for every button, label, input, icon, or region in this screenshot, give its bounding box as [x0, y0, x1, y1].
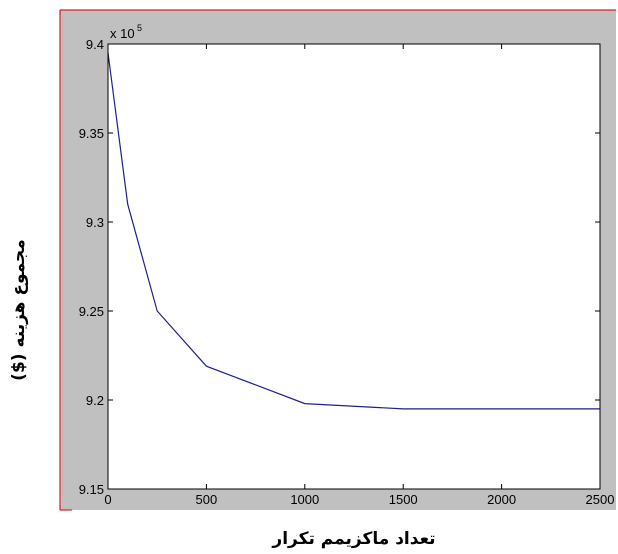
x-tick-label: 1000 [290, 492, 319, 507]
y-multiplier: x 10 [110, 26, 135, 41]
y-tick-label: 9.15 [79, 482, 104, 497]
x-tick-label: 2000 [487, 492, 516, 507]
y-axis-title: مجموع هزینه ($) [9, 239, 29, 381]
x-axis-ticks: 0 500 1000 1500 2000 2500 [104, 44, 614, 507]
y-axis-ticks: 9.15 9.2 9.25 9.3 9.35 9.4 [79, 37, 600, 497]
plot-frame [107, 43, 601, 490]
y-multiplier-exponent: 5 [137, 23, 142, 33]
x-tick-label: 500 [196, 492, 218, 507]
series-layer [107, 52, 600, 410]
x-tick-label: 2500 [586, 492, 615, 507]
y-tick-label: 9.4 [86, 37, 104, 52]
x-tick-label: 0 [104, 492, 111, 507]
series-line [107, 52, 600, 410]
y-tick-label: 9.35 [79, 126, 104, 141]
y-tick-label: 9.25 [79, 304, 104, 319]
x-tick-label: 1500 [389, 492, 418, 507]
x-axis-title: تعداد ماکزیمم تکرار [271, 529, 435, 549]
y-tick-label: 9.3 [86, 215, 104, 230]
plot-area [108, 44, 600, 489]
y-tick-label: 9.2 [86, 393, 104, 408]
